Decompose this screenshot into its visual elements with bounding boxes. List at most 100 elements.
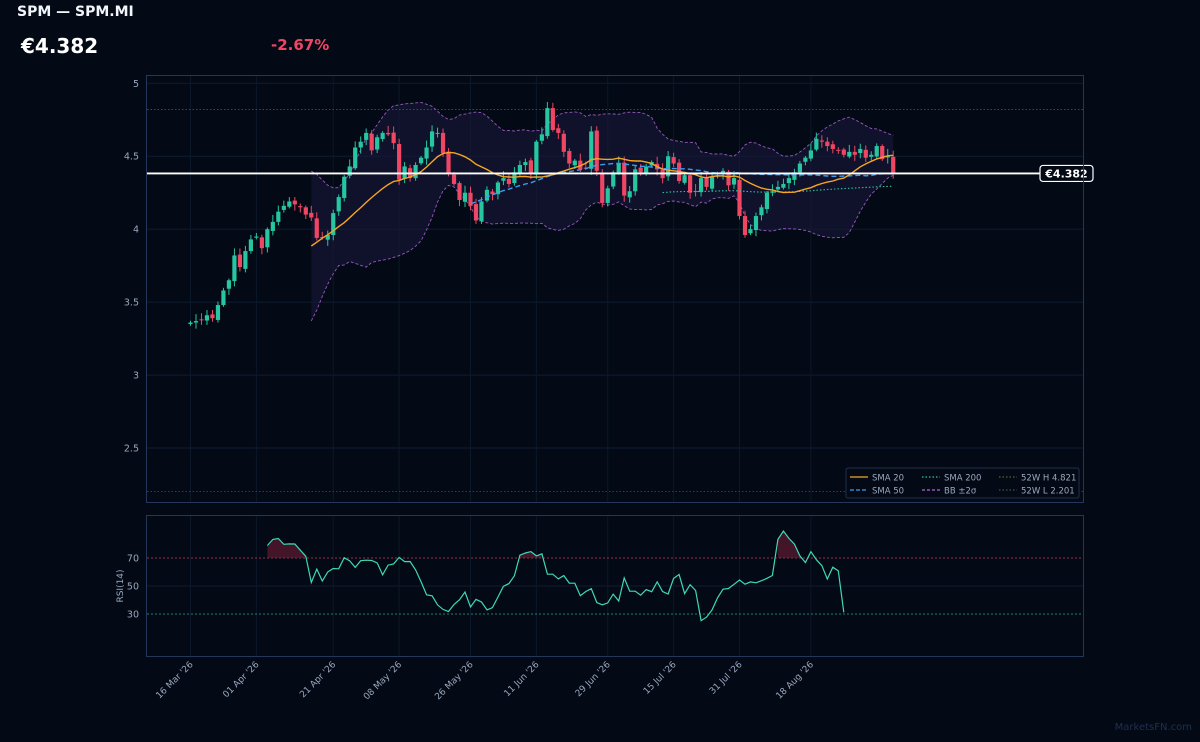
candle-body [704,177,709,187]
candle-body [726,171,731,186]
legend-label: 52W L 2.201 [1021,487,1075,497]
candle-body [243,251,248,269]
candle-body [523,162,528,165]
price-tick-label: 4 [133,225,139,236]
candle-body [342,176,347,198]
time-tick-label: 21 Apr '26 [298,660,338,700]
time-tick-label: 11 Jun '26 [503,660,542,699]
time-tick-label: 18 Aug '26 [775,660,817,702]
candle-body [429,131,435,147]
candle-body [259,237,264,249]
candle-body [446,151,451,174]
sma20-line [310,151,894,247]
candle-body [331,213,336,236]
time-tick-label: 26 May '26 [433,660,475,702]
candle-body [572,160,577,166]
candle-body [336,197,341,212]
candle-body [468,192,473,206]
candle-body [589,131,594,169]
candle-body [364,132,369,140]
candle-body [545,108,550,137]
legend-label: BB ±2σ [944,487,977,497]
sma50-line [470,162,894,205]
candle-body [808,150,813,159]
candle-body [254,236,259,238]
candle-body [605,188,610,203]
price-axis: 5 4.5 4 3.5 3 2.5 [124,79,139,455]
candle-body [666,156,671,177]
time-tick-label: 15 Jul '26 [642,660,679,697]
candle-body [644,166,649,174]
price-tick-label: 5 [133,79,139,90]
time-tick-label: 29 Jun '26 [574,660,613,699]
candle-body [633,169,638,192]
candle-body [281,205,286,210]
rsi-tick-label: 50 [127,582,139,593]
moving-averages [310,151,894,247]
candle-body [358,141,363,148]
candle-body [210,314,215,319]
candle-body [874,146,879,157]
candle-body [720,170,726,174]
candle-body [226,280,232,289]
candle-body [386,132,391,135]
candle-body [841,149,846,155]
candle-body [742,216,748,236]
candle-body [473,204,479,221]
rsi-tick-label: 70 [127,554,139,565]
price-change: -2.67% [271,36,330,54]
candle-body [578,160,583,170]
time-axis: 16 Mar '26 01 Apr '26 21 Apr '26 08 May '26… [155,660,817,702]
candle-body [693,190,698,192]
candle-body [698,178,704,193]
candle-body [852,151,857,155]
candle-body [440,132,446,154]
candle-body [600,172,605,203]
candle-body [880,146,885,160]
price-tick-label: 3 [133,371,139,382]
rsi-panel: 70 50 30 [127,516,1083,656]
candle-body [556,128,561,133]
time-tick-label: 01 Apr '26 [221,660,261,700]
candle-body [265,229,270,248]
candle-body [611,172,616,187]
price-tick-label: 3.5 [124,298,139,309]
candle-body [759,207,764,216]
candle-body [825,141,830,147]
last-price-label: €4.382 [1044,167,1087,180]
legend-label: SMA 20 [872,474,904,484]
candle-body [534,141,539,175]
candle-body [188,322,193,325]
candle-body [869,154,874,157]
candle-body [797,163,802,173]
candle-body [418,157,424,164]
candle-body [814,138,819,150]
candle-body [687,175,693,193]
candle-body [490,191,495,195]
candle-body [397,143,402,180]
candle-body [479,201,484,222]
candle-body [292,200,297,205]
candle-body [435,132,440,134]
candle-body [858,148,863,154]
candle-body [709,176,715,189]
candle-body [517,164,522,175]
candle-body [671,157,676,164]
candle-body [891,156,896,174]
legend-label: SMA 50 [872,487,904,497]
candle-body [276,211,281,222]
bollinger-fill [311,102,894,321]
candle-body [495,182,501,195]
ticker-title: SPM — SPM.MI [17,4,134,20]
candle-body [863,149,868,158]
candle-body [561,133,566,152]
candle-body [731,178,737,185]
candle-body [484,189,490,201]
candle-body [391,132,396,144]
time-tick-label: 16 Mar '26 [155,660,196,701]
last-price-overlay: €4.382 [147,164,1094,183]
candle-body [287,201,292,207]
candle-body [221,290,226,306]
candle-body [622,162,627,196]
price-tick-label: 2.5 [124,444,139,455]
